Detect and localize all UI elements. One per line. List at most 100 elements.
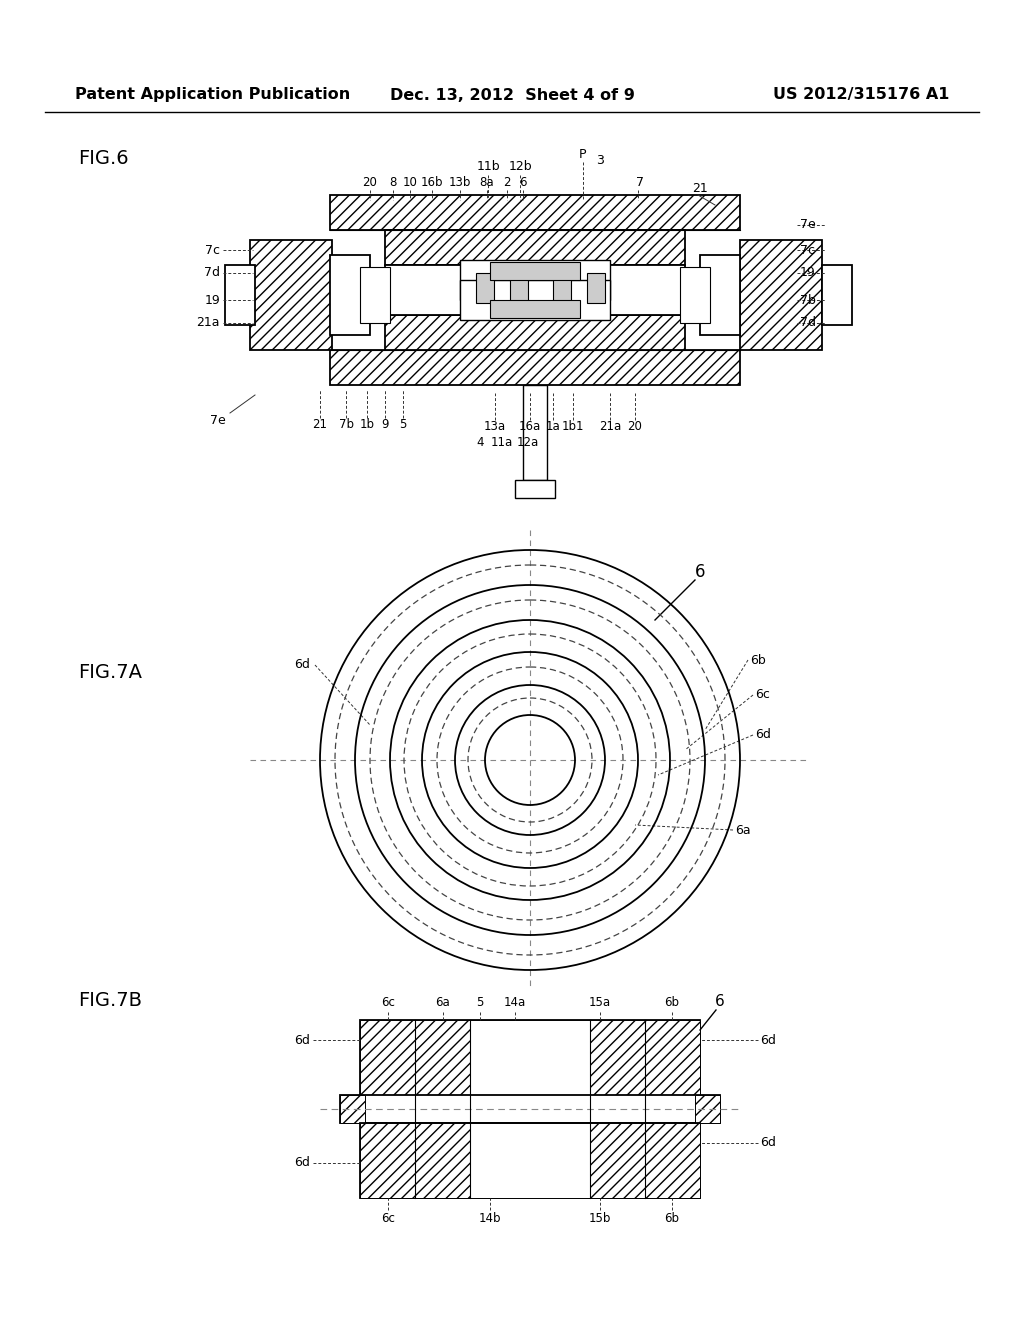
Bar [553, 273, 571, 304]
Text: 12a: 12a [517, 437, 539, 450]
Bar [515, 480, 555, 498]
Bar [385, 265, 685, 315]
Text: 7d: 7d [800, 317, 816, 330]
Text: 6d: 6d [294, 659, 310, 672]
Text: 5: 5 [476, 995, 483, 1008]
Text: 15b: 15b [589, 1212, 611, 1225]
Bar [360, 1020, 415, 1096]
Text: 8: 8 [389, 177, 396, 190]
Bar [476, 273, 494, 304]
Text: 19: 19 [204, 293, 220, 306]
Text: 12b: 12b [508, 161, 531, 173]
Bar [680, 267, 710, 323]
Text: 14b: 14b [479, 1212, 502, 1225]
Text: 7e: 7e [800, 219, 816, 231]
Text: 3: 3 [596, 153, 604, 166]
Text: 2: 2 [503, 177, 511, 190]
Text: Dec. 13, 2012  Sheet 4 of 9: Dec. 13, 2012 Sheet 4 of 9 [389, 87, 635, 103]
Bar [470, 1020, 590, 1096]
Bar [360, 267, 390, 323]
Text: 21a: 21a [197, 317, 220, 330]
Bar [330, 255, 370, 335]
Bar [385, 315, 685, 350]
Text: 6c: 6c [755, 689, 770, 701]
Text: 6c: 6c [381, 1212, 395, 1225]
Text: 1b1: 1b1 [562, 421, 585, 433]
Text: P: P [580, 149, 587, 161]
Text: 13b: 13b [449, 177, 471, 190]
Bar [330, 195, 740, 230]
Bar [822, 265, 852, 325]
Bar [250, 240, 332, 350]
Text: 7e: 7e [210, 413, 226, 426]
Bar [645, 1020, 700, 1096]
Bar [225, 265, 255, 325]
Text: 14a: 14a [504, 995, 526, 1008]
Bar [695, 1096, 720, 1123]
Bar [490, 300, 580, 318]
Text: FIG.6: FIG.6 [78, 149, 129, 168]
Text: 19: 19 [800, 267, 816, 280]
Text: 21: 21 [312, 418, 328, 432]
Text: 7d: 7d [204, 267, 220, 280]
Text: US 2012/315176 A1: US 2012/315176 A1 [773, 87, 949, 103]
Bar [740, 240, 822, 350]
Text: 7c: 7c [800, 243, 815, 256]
Text: 6d: 6d [755, 729, 771, 742]
Bar [340, 1096, 365, 1123]
Text: 6a: 6a [735, 824, 751, 837]
Text: FIG.7A: FIG.7A [78, 664, 142, 682]
Bar [415, 1020, 470, 1096]
Text: 16b: 16b [421, 177, 443, 190]
Bar [360, 1123, 415, 1199]
Text: 6b: 6b [665, 995, 680, 1008]
Text: 6b: 6b [665, 1212, 680, 1225]
Text: 8a: 8a [479, 177, 495, 190]
Text: 5: 5 [399, 418, 407, 432]
Text: 6: 6 [694, 564, 706, 581]
Text: 4: 4 [476, 437, 483, 450]
Text: 20: 20 [362, 177, 378, 190]
Text: 11a: 11a [490, 437, 513, 450]
Text: 21a: 21a [599, 421, 622, 433]
Bar [510, 273, 528, 304]
Text: 7b: 7b [800, 293, 816, 306]
Text: 7c: 7c [205, 243, 220, 256]
Bar [385, 230, 685, 265]
Text: 21: 21 [692, 181, 708, 194]
Text: 15a: 15a [589, 995, 611, 1008]
Text: 6: 6 [519, 177, 526, 190]
Text: 13a: 13a [484, 421, 506, 433]
Text: Patent Application Publication: Patent Application Publication [75, 87, 350, 103]
Bar [523, 385, 547, 480]
Text: 20: 20 [628, 421, 642, 433]
Bar [340, 1096, 720, 1123]
Text: FIG.7B: FIG.7B [78, 990, 142, 1010]
Text: 6d: 6d [294, 1156, 310, 1170]
Text: 6d: 6d [294, 1034, 310, 1047]
Bar [460, 260, 610, 300]
Text: 10: 10 [402, 177, 418, 190]
Bar [415, 1123, 470, 1199]
Bar [700, 255, 740, 335]
Bar [587, 273, 605, 304]
Bar [470, 1123, 590, 1199]
Text: 11b: 11b [476, 161, 500, 173]
Text: 7: 7 [636, 177, 644, 190]
Text: 1a: 1a [546, 421, 560, 433]
Text: 16a: 16a [519, 421, 541, 433]
Bar [460, 280, 610, 319]
Bar [330, 350, 740, 385]
Text: 6: 6 [715, 994, 725, 1010]
Text: 6d: 6d [760, 1137, 776, 1150]
Text: 6b: 6b [750, 653, 766, 667]
Text: 7b: 7b [339, 418, 353, 432]
Text: 6a: 6a [435, 995, 451, 1008]
Bar [645, 1123, 700, 1199]
Bar [360, 1123, 700, 1199]
Text: 1b: 1b [359, 418, 375, 432]
Bar [590, 1020, 645, 1096]
Bar [360, 1020, 700, 1096]
Text: 6c: 6c [381, 995, 395, 1008]
Text: 6d: 6d [760, 1034, 776, 1047]
